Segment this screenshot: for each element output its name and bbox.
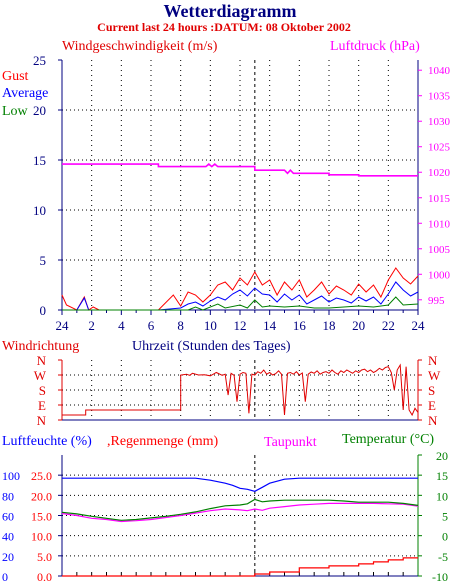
temp-tick-label: -5 — [438, 550, 448, 564]
climate-series-0 — [62, 477, 418, 492]
left-dir-label: E — [38, 398, 46, 413]
wind-panel: 0510152025995100010051010101510201025103… — [33, 53, 451, 333]
climate-panel: 0 20 40 60 80 100 0.0 5.0 10.0 15.0 20.0 25.0 -10 -5 0… — [2, 449, 448, 584]
temp-tick-label: 5 — [442, 510, 448, 524]
x-tick-label: 8 — [177, 318, 184, 333]
right-tick-label: 1025 — [428, 142, 451, 154]
pressure-title: Luftdruck (hPa) — [330, 39, 420, 54]
right-tick-label: 1015 — [428, 193, 451, 205]
temp-tick-label: 0 — [442, 530, 448, 544]
wind-series-2 — [62, 296, 419, 311]
rain-tick-label: 0.0 — [37, 570, 52, 584]
temp-tick-label: 20 — [436, 449, 448, 463]
x-tick-label: 22 — [382, 318, 395, 333]
dewpoint-title: Taupunkt — [264, 435, 317, 450]
right-tick-label: 1030 — [428, 116, 451, 128]
left-tick-label: 10 — [33, 203, 46, 218]
right-tick-label: 1020 — [428, 167, 451, 179]
humidity-tick-label: 60 — [2, 510, 14, 524]
right-dir-label: S — [428, 383, 435, 398]
x-tick-label: 24 — [412, 318, 426, 333]
direction-panel: N NW WS SE EN N — [34, 353, 441, 428]
page-subtitle: Current last 24 hours :DATUM: 08 Oktober… — [97, 20, 351, 34]
x-tick-label: 2 — [88, 318, 95, 333]
left-tick-label: 20 — [33, 103, 46, 118]
wind-series-0 — [61, 267, 419, 311]
right-tick-label: 995 — [428, 295, 445, 307]
climate-series-1 — [62, 557, 418, 577]
left-dir-label: N — [37, 353, 47, 368]
rain-tick-label: 5.0 — [37, 550, 52, 564]
humidity-tick-label: 20 — [2, 550, 14, 564]
temp-tick-label: 15 — [436, 469, 448, 483]
x-tick-label: 20 — [352, 318, 365, 333]
right-dir-label: E — [428, 398, 436, 413]
left-dir-label: N — [37, 413, 47, 428]
right-dir-label: W — [428, 368, 441, 383]
legend-low: Low — [2, 104, 29, 119]
wind-series-3 — [62, 163, 418, 177]
right-tick-label: 1040 — [428, 65, 451, 77]
time-axis-title: Uhrzeit (Stunden des Tages) — [132, 339, 291, 354]
left-tick-label: 5 — [40, 253, 47, 268]
page-title: Wetterdiagramm — [164, 1, 297, 21]
temperature-title: Temperatur (°C) — [342, 432, 434, 447]
humidity-title: Luftfeuchte (%) — [2, 434, 92, 449]
left-dir-label: S — [39, 383, 46, 398]
temp-tick-label: -10 — [432, 570, 448, 584]
legend-gust: Gust — [2, 69, 29, 84]
x-tick-label: 10 — [204, 318, 217, 333]
rain-tick-label: 15.0 — [31, 510, 52, 524]
x-tick-label: 24 — [56, 318, 70, 333]
climate-series-3 — [61, 498, 419, 521]
left-tick-label: 0 — [40, 303, 47, 318]
right-dir-label: N — [428, 353, 438, 368]
rain-tick-label: 20.0 — [31, 489, 52, 503]
humidity-tick-label: 100 — [2, 469, 20, 483]
x-tick-label: 6 — [148, 318, 155, 333]
x-tick-label: 18 — [323, 318, 336, 333]
rain-tick-label: 10.0 — [31, 530, 52, 544]
x-tick-label: 14 — [263, 318, 277, 333]
temp-tick-label: 10 — [436, 489, 448, 503]
climate-series-2 — [61, 502, 419, 523]
wind-title: Windgeschwindigkeit (m/s) — [62, 39, 218, 54]
wind-series-1 — [62, 281, 419, 311]
right-tick-label: 1000 — [428, 269, 451, 281]
x-tick-label: 12 — [234, 318, 247, 333]
right-dir-label: N — [428, 413, 438, 428]
left-tick-label: 25 — [33, 53, 46, 68]
humidity-tick-label: 80 — [2, 489, 14, 503]
legend-average: Average — [2, 86, 48, 101]
x-tick-label: 16 — [293, 318, 307, 333]
direction-title: Windrichtung — [2, 339, 79, 354]
humidity-tick-label: 0 — [2, 570, 8, 584]
humidity-tick-label: 40 — [2, 530, 14, 544]
rain-title: ,Regenmenge (mm) — [107, 434, 219, 449]
direction-series — [62, 363, 419, 417]
left-dir-label: W — [34, 368, 47, 383]
rain-tick-label: 25.0 — [31, 469, 52, 483]
right-tick-label: 1035 — [428, 91, 451, 103]
x-tick-label: 4 — [118, 318, 125, 333]
left-tick-label: 15 — [33, 153, 46, 168]
right-tick-label: 1005 — [428, 244, 451, 256]
right-tick-label: 1010 — [428, 218, 451, 230]
